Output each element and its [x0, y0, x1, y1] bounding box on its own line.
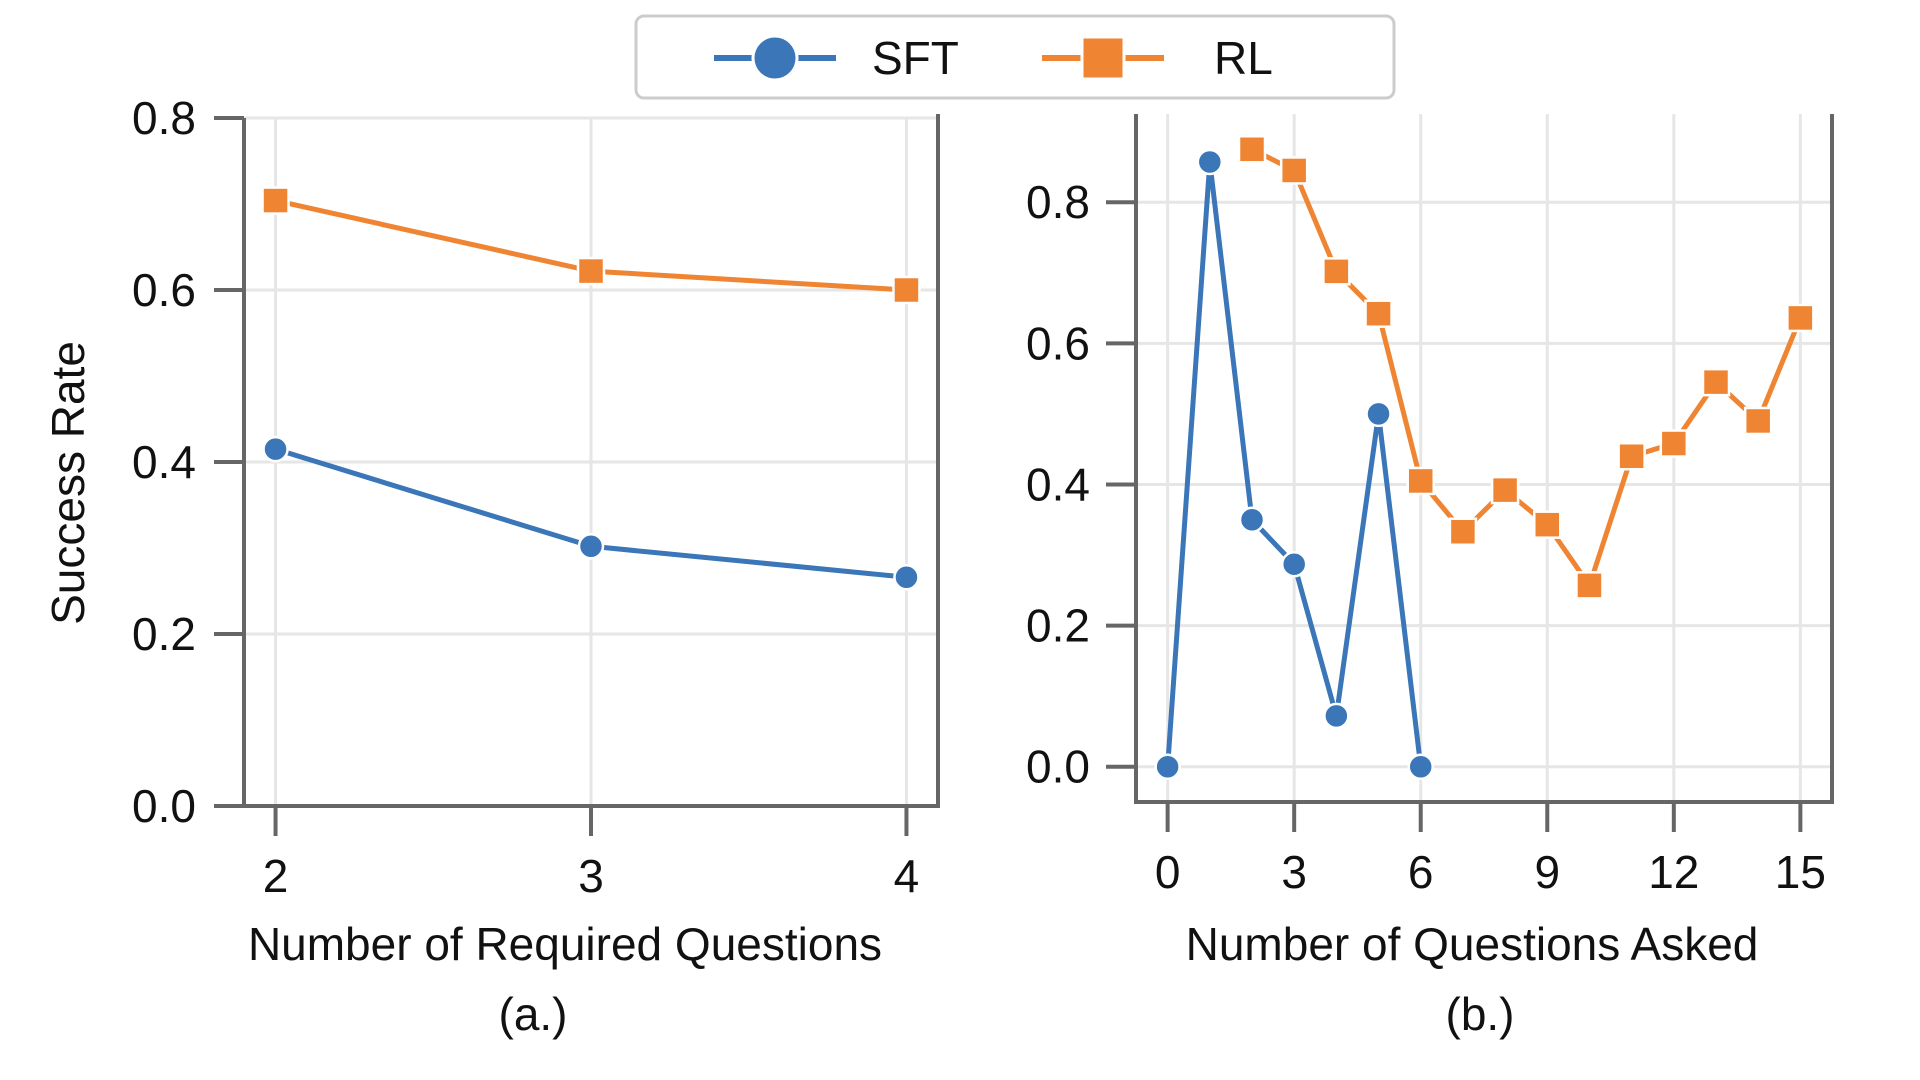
xtick-label: 2 [263, 850, 289, 902]
point-sft [1238, 506, 1266, 533]
xtick-label: 9 [1534, 846, 1560, 898]
legend-box [634, 14, 1396, 100]
point-rl [1237, 135, 1267, 164]
legend-sft-marker [751, 34, 799, 82]
grid-b [1136, 114, 1832, 802]
y-axis-label-a: Success Rate [42, 341, 94, 625]
point-sft [1154, 753, 1181, 780]
point-sft [1196, 148, 1224, 176]
point-rl [1659, 429, 1689, 458]
point-rl [1533, 510, 1562, 539]
point-rl [1490, 475, 1520, 505]
xtick-label: 3 [1281, 846, 1307, 898]
ticks-b: 0.0 0.2 0.4 0.6 0.8 0 3 6 9 12 15 [1026, 176, 1826, 898]
xtick-label: 15 [1775, 846, 1826, 898]
legend-sft-label: SFT [872, 32, 959, 84]
point-rl [1701, 367, 1731, 397]
point-sft [1280, 550, 1308, 578]
legend-rl-label: RL [1214, 32, 1273, 84]
x-axis-label-b: Number of Questions Asked [1186, 918, 1759, 970]
ytick-label: 0.8 [132, 92, 196, 144]
point-rl [1575, 571, 1604, 600]
point-rl [1406, 466, 1435, 496]
axes-b [1134, 114, 1834, 804]
grid-a [244, 116, 938, 808]
legend: SFT RL [634, 14, 1396, 100]
ytick-label: 0.0 [1026, 741, 1090, 793]
point-sft [1323, 702, 1350, 730]
point-rl [892, 275, 921, 305]
ytick-label: 0.0 [132, 780, 196, 832]
xtick-label: 6 [1408, 846, 1434, 898]
panel-b: 0.0 0.2 0.4 0.6 0.8 0 3 6 9 12 15 Number of Questi… [1026, 114, 1834, 1040]
ytick-label: 0.6 [132, 264, 196, 316]
ytick-label: 0.6 [1026, 317, 1090, 369]
series-b [1154, 135, 1815, 780]
ytick-label: 0.8 [1026, 176, 1090, 228]
point-sft [577, 533, 605, 560]
caption-b: (b.) [1446, 988, 1515, 1040]
point-sft [1365, 400, 1392, 428]
xtick-label: 0 [1155, 846, 1181, 898]
point-rl [261, 186, 290, 215]
panel-a: 0.0 0.2 0.4 0.6 0.8 2 3 4 Success Rate Number o… [42, 92, 940, 1040]
point-rl [1448, 517, 1478, 546]
series-line-rl [1250, 147, 1803, 588]
point-sft [262, 435, 289, 463]
xtick-label: 12 [1648, 846, 1699, 898]
ytick-label: 0.4 [1026, 458, 1090, 510]
point-rl [1322, 257, 1351, 286]
point-rl [1617, 441, 1646, 471]
ytick-label: 0.2 [1026, 600, 1090, 652]
point-sft [1407, 753, 1434, 780]
xtick-label: 3 [578, 850, 604, 902]
point-rl [576, 256, 606, 286]
ytick-label: 0.4 [132, 436, 196, 488]
point-rl [1743, 406, 1773, 436]
point-rl [1786, 303, 1815, 333]
point-rl [1364, 299, 1393, 328]
xtick-label: 4 [894, 850, 920, 902]
ticks-a: 0.0 0.2 0.4 0.6 0.8 2 3 4 [132, 92, 919, 902]
series-a [261, 186, 921, 591]
point-sft [893, 563, 920, 591]
point-rl [1279, 156, 1309, 185]
x-axis-label-a: Number of Required Questions [248, 918, 882, 970]
ytick-label: 0.2 [132, 608, 196, 660]
legend-rl-marker [1080, 35, 1126, 81]
caption-a: (a.) [499, 988, 568, 1040]
